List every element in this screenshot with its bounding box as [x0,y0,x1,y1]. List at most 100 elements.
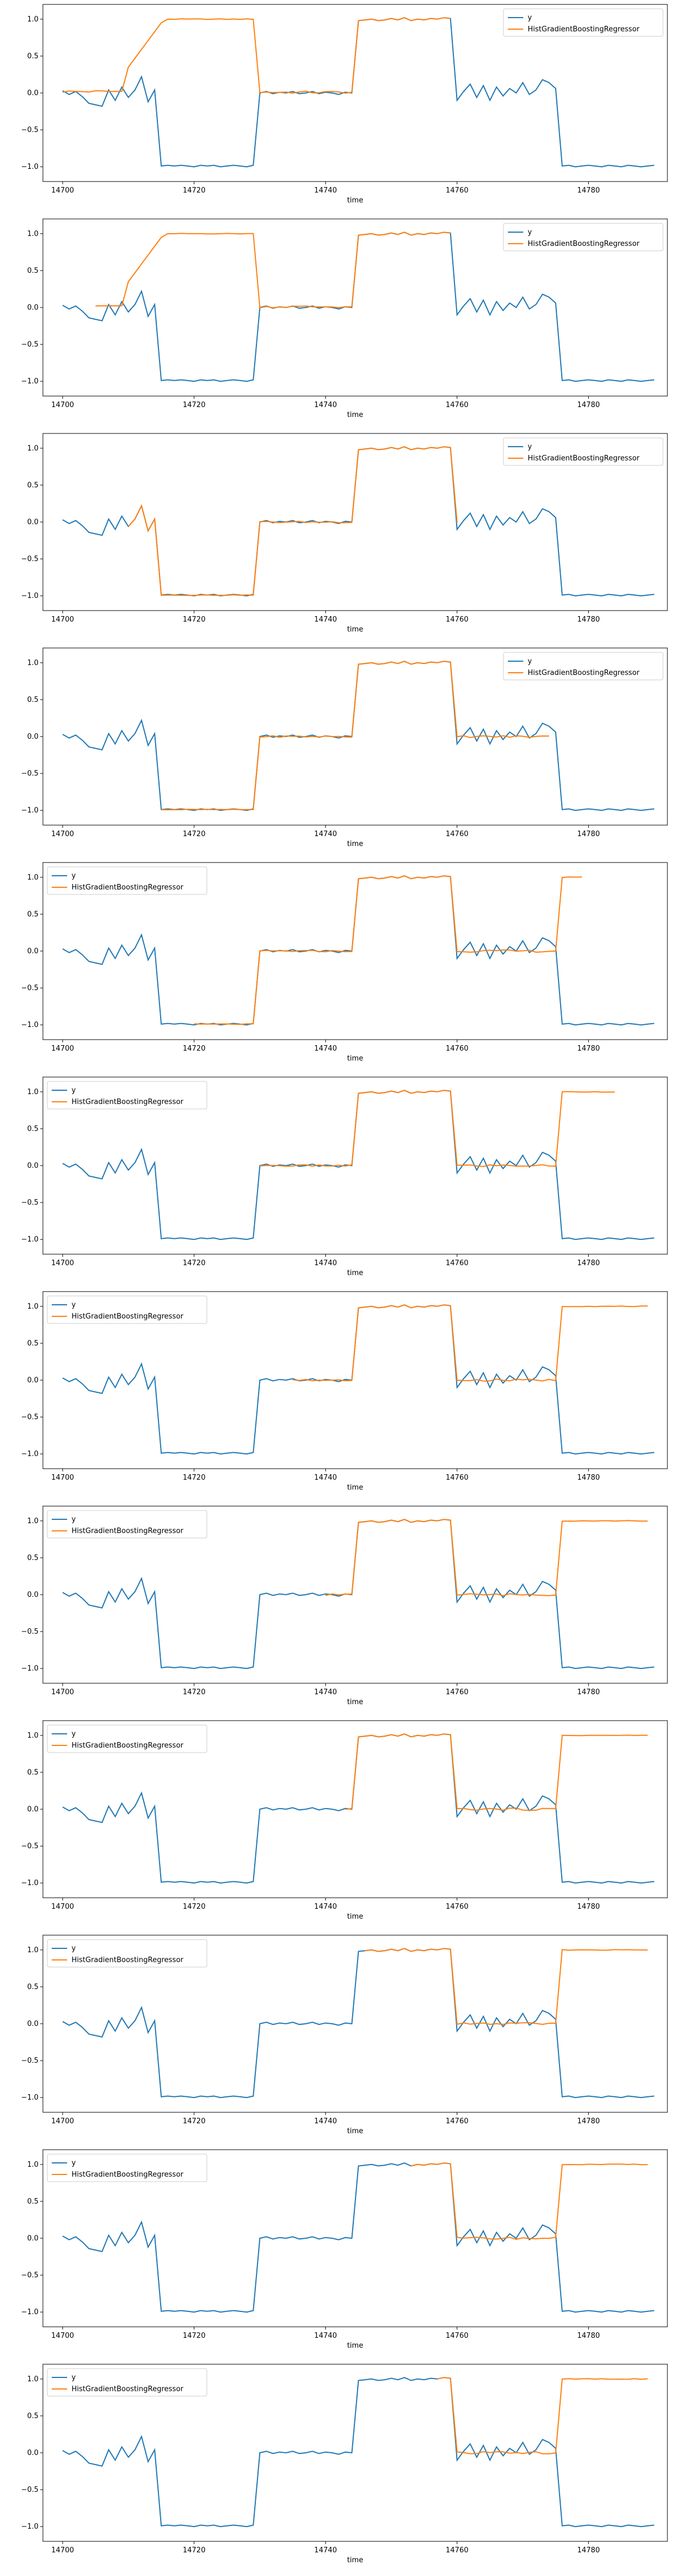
y-tick-label: 0.5 [27,1983,39,1991]
x-tick-label: 14780 [577,186,600,195]
x-tick-label: 14700 [51,2546,74,2555]
x-axis-label: time [347,2556,363,2564]
x-tick-label: 14760 [446,616,468,624]
x-tick-label: 14700 [51,401,74,409]
x-tick-label: 14700 [51,2332,74,2340]
x-tick-label: 14780 [577,401,600,409]
y-tick-label: 0.0 [27,1805,39,1814]
chart-panel-10: 14700 14720 14740 14760 14780 1.0 0.5 0.0 −0.5 −1… [21,1935,668,2135]
legend-label: y [528,657,532,666]
y-tick-label: 0.5 [27,481,39,490]
legend-label: HistGradientBoostingRegressor [72,883,184,892]
y-tick-label: 1.0 [27,659,39,667]
y-tick-label: 0.5 [27,1125,39,1133]
x-tick-label: 14700 [51,1259,74,1267]
y-tick-label: −1.0 [21,1665,39,1673]
legend-label: HistGradientBoostingRegressor [72,1742,184,1750]
legend: y HistGradientBoostingRegressor [47,1081,207,1110]
x-tick-label: 14780 [577,1474,600,1482]
x-tick-label: 14700 [51,186,74,195]
x-tick-label: 14700 [51,1045,74,1053]
y-tick-label: −0.5 [21,1842,39,1850]
x-tick-label: 14780 [577,830,600,838]
chart-panel-2: 14700 14720 14740 14760 14780 1.0 0.5 0.0 −0.5 −1… [21,218,668,419]
chart-panel-4: 14700 14720 14740 14760 14780 1.0 0.5 0.0 −0.5 −1… [21,647,668,848]
series-line-histgradientboostingregressor [365,1948,648,2025]
x-axis-label: time [347,1484,363,1492]
x-tick-label: 14740 [314,186,337,195]
x-tick-label: 14740 [314,1474,337,1482]
series-line-histgradientboostingregressor [194,875,582,1025]
y-tick-label: −0.5 [21,126,39,134]
y-tick-label: 1.0 [27,15,39,24]
y-tick-label: 0.5 [27,696,39,704]
legend-label: y [72,1515,76,1524]
y-tick-label: −1.0 [21,806,39,815]
x-axis-label: time [347,411,363,419]
series-line-histgradientboostingregressor [325,1519,648,1596]
y-tick-label: 1.0 [27,2375,39,2383]
legend: y HistGradientBoostingRegressor [503,223,664,251]
legend-label: HistGradientBoostingRegressor [72,1527,184,1535]
y-tick-label: 0.0 [27,947,39,955]
legend-label: HistGradientBoostingRegressor [72,2171,184,2179]
x-tick-label: 14720 [183,2546,205,2555]
x-tick-label: 14740 [314,401,337,409]
y-tick-label: −1.0 [21,1450,39,1458]
series-line-histgradientboostingregressor [292,1304,648,1382]
legend-label: y [72,872,76,880]
x-tick-label: 14780 [577,2117,600,2125]
chart-panel-9: 14700 14720 14740 14760 14780 1.0 0.5 0.0 −0.5 −1… [21,1720,668,1921]
y-tick-label: 1.0 [27,1732,39,1740]
y-tick-label: 1.0 [27,444,39,453]
x-tick-label: 14760 [446,830,468,838]
x-axis-label: time [347,2127,363,2135]
legend: y HistGradientBoostingRegressor [503,437,664,466]
y-tick-label: −1.0 [21,1235,39,1244]
y-tick-label: 1.0 [27,230,39,238]
x-tick-label: 14760 [446,2117,468,2125]
x-tick-label: 14720 [183,1688,205,1696]
y-tick-label: −1.0 [21,377,39,386]
x-tick-label: 14720 [183,186,205,195]
x-tick-label: 14740 [314,2546,337,2555]
y-tick-label: 1.0 [27,874,39,882]
y-tick-label: 0.0 [27,1376,39,1385]
x-tick-label: 14760 [446,186,468,195]
x-tick-label: 14740 [314,2117,337,2125]
x-tick-label: 14720 [183,2332,205,2340]
x-tick-label: 14720 [183,1045,205,1053]
legend-label: y [528,14,532,22]
legend-label: y [72,1945,76,1953]
y-tick-label: −1.0 [21,2308,39,2316]
chart-panel-8: 14700 14720 14740 14760 14780 1.0 0.5 0.0 −0.5 −1… [21,1506,668,1706]
y-tick-label: −0.5 [21,984,39,992]
y-tick-label: −1.0 [21,1879,39,1887]
y-tick-label: −1.0 [21,2523,39,2531]
y-tick-label: 0.0 [27,2020,39,2028]
y-tick-label: −1.0 [21,592,39,600]
x-tick-label: 14700 [51,1903,74,1911]
chart-panel-12: 14700 14720 14740 14760 14780 1.0 0.5 0.0 −0.5 −1… [21,2364,668,2564]
x-tick-label: 14740 [314,1259,337,1267]
x-tick-label: 14740 [314,2332,337,2340]
x-tick-label: 14760 [446,1259,468,1267]
x-tick-label: 14780 [577,1688,600,1696]
x-tick-label: 14700 [51,2117,74,2125]
legend: y HistGradientBoostingRegressor [47,2368,207,2397]
x-axis-label: time [347,625,363,634]
y-tick-label: −0.5 [21,340,39,349]
x-tick-label: 14720 [183,401,205,409]
legend: y HistGradientBoostingRegressor [47,2154,207,2182]
x-tick-label: 14720 [183,1259,205,1267]
chart-panel-7: 14700 14720 14740 14760 14780 1.0 0.5 0.0 −0.5 −1… [21,1291,668,1492]
y-tick-label: 0.0 [27,89,39,97]
legend: y HistGradientBoostingRegressor [47,1939,207,1968]
y-tick-label: −0.5 [21,2271,39,2280]
x-tick-label: 14740 [314,830,337,838]
x-tick-label: 14780 [577,616,600,624]
y-tick-label: 1.0 [27,1517,39,1525]
x-tick-label: 14740 [314,1688,337,1696]
chart-panel-11: 14700 14720 14740 14760 14780 1.0 0.5 0.0 −0.5 −1… [21,2149,668,2350]
chart-panel-6: 14700 14720 14740 14760 14780 1.0 0.5 0.0 −0.5 −1… [21,1076,668,1277]
